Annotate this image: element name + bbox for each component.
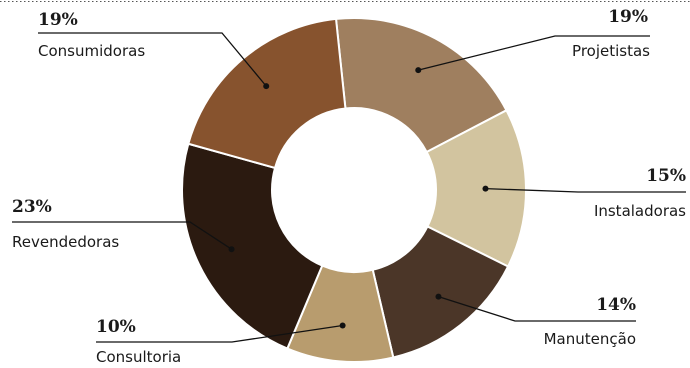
slice-projetistas: [334, 17, 508, 154]
annotation-leader-line: [12, 221, 232, 250]
slice-consumidoras: [187, 17, 347, 170]
category-label: Manutenção: [544, 330, 636, 348]
percent-label: 23%: [12, 197, 52, 217]
chart-annotations: 19% Projetistas 15% Instaladoras 14% Manutenç…: [12, 7, 686, 366]
slice-revendedoras: [181, 142, 324, 350]
annotation-leader-line: [485, 187, 686, 193]
percent-label: 10%: [96, 317, 136, 337]
percent-label: 15%: [646, 166, 686, 186]
annotation-leader-line: [438, 295, 636, 322]
category-label: Consumidoras: [38, 42, 145, 60]
annotation-leader-line: [418, 35, 650, 71]
percent-label: 19%: [608, 7, 648, 27]
category-label: Consultoria: [96, 348, 181, 366]
category-label: Instaladoras: [594, 202, 686, 220]
donut-slices: [181, 17, 527, 363]
percent-label: 14%: [596, 295, 636, 315]
category-label: Revendedoras: [12, 233, 119, 251]
percent-label: 19%: [38, 10, 78, 30]
annotation-leader-line: [38, 32, 267, 87]
annotation-leader-line: [96, 324, 343, 343]
category-label: Projetistas: [572, 42, 650, 60]
